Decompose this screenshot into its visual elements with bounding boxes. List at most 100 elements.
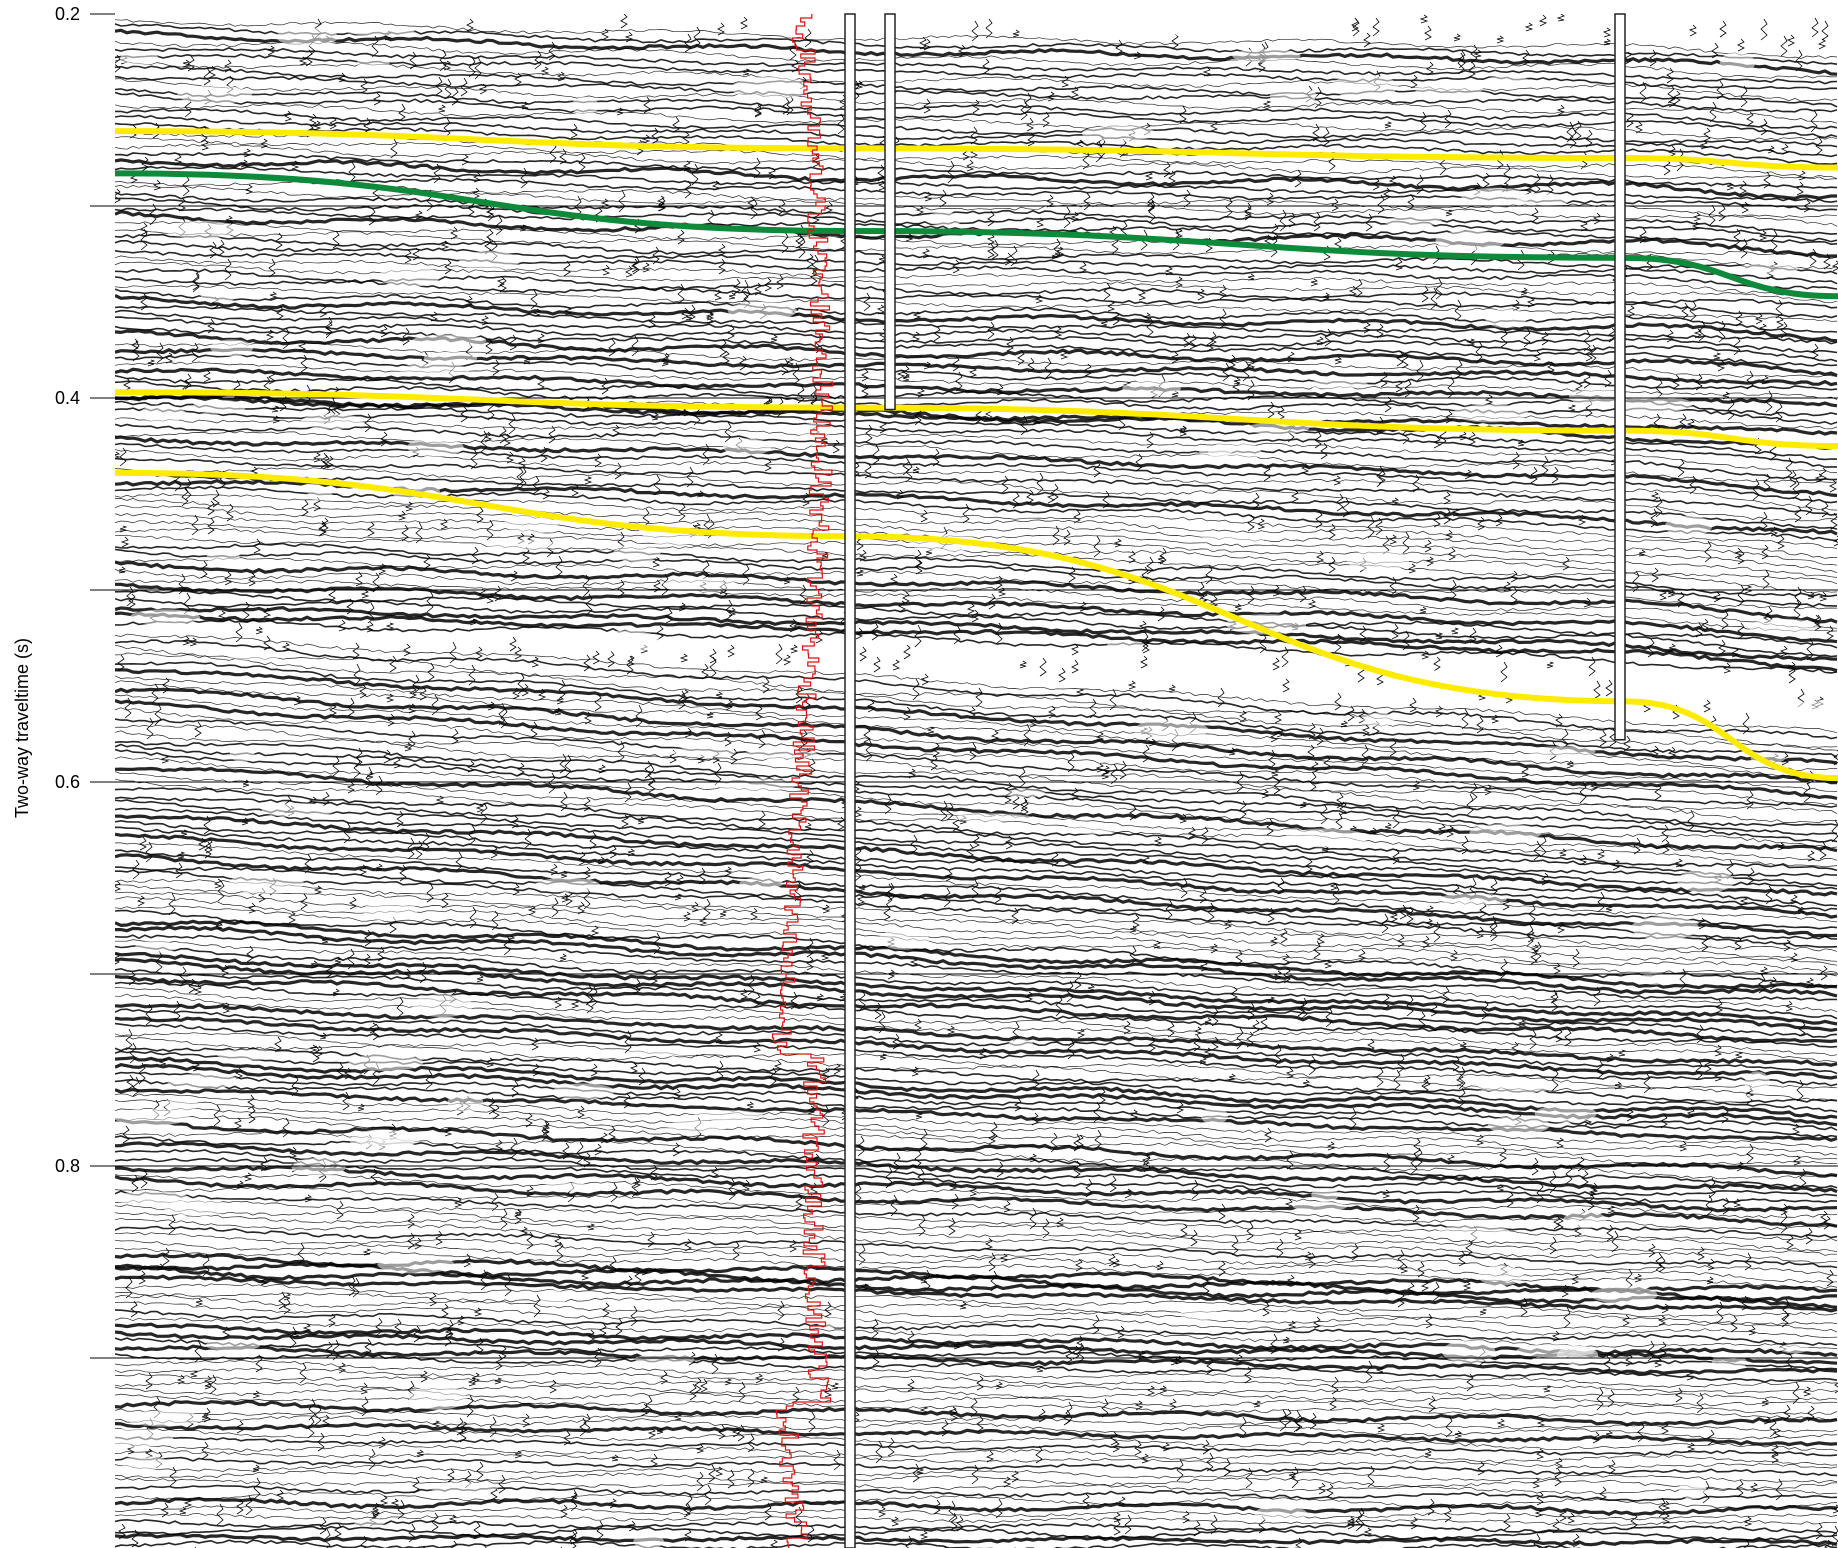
seismic-wiggle	[1524, 22, 1534, 32]
seismic-wiggle	[824, 201, 834, 214]
seismic-wiggle	[803, 693, 811, 709]
seismic-wiggle	[446, 1319, 454, 1340]
seismic-wiggle	[1376, 323, 1384, 339]
seismic-wiggle	[570, 1528, 578, 1545]
seismic-wiggle	[1417, 1261, 1425, 1278]
seismic-wiggle	[1329, 1396, 1337, 1411]
seismic-wiggle	[943, 887, 951, 908]
seismic-wiggle	[1662, 1513, 1671, 1525]
seismic-wiggle	[832, 439, 840, 454]
seismic-wiggle	[911, 331, 921, 343]
seismic-wiggle	[1747, 1325, 1757, 1336]
seismic-wiggle	[1068, 566, 1076, 583]
seismic-wiggle	[727, 644, 735, 658]
seismic-wiggle	[944, 870, 954, 882]
seismic-wiggle	[1810, 109, 1818, 133]
seismic-wiggle	[1667, 84, 1675, 104]
seismic-wiggle	[490, 1486, 498, 1501]
seismic-reflector	[115, 582, 1838, 644]
seismic-wiggle	[499, 1345, 507, 1361]
seismic-wiggle	[1739, 896, 1749, 906]
seismic-wiggle	[1190, 1229, 1198, 1247]
seismic-wiggle	[1174, 228, 1184, 239]
seismic-wiggle	[608, 1498, 618, 1509]
seismic-wiggle	[1552, 1518, 1560, 1534]
seismic-wiggle	[920, 509, 928, 523]
seismic-wiggle	[920, 673, 929, 686]
seismic-wiggle	[203, 1407, 211, 1423]
seismic-wiggle	[495, 1139, 503, 1153]
seismic-low-amplitude-patch	[740, 750, 819, 760]
seismic-reflector	[115, 1165, 1838, 1213]
seismic-wiggle	[332, 230, 340, 249]
seismic-wiggle	[404, 501, 414, 512]
seismic-wiggle	[1308, 1252, 1316, 1269]
seismic-wiggle	[682, 160, 692, 172]
seismic-wiggle	[1275, 728, 1285, 738]
seismic-wiggle	[559, 753, 567, 774]
seismic-wiggle	[798, 236, 806, 259]
seismic-wiggle	[631, 1177, 639, 1198]
seismic-reflector	[115, 644, 1838, 749]
seismic-wiggle	[1530, 949, 1538, 965]
seismic-wiggle	[1206, 1452, 1214, 1472]
seismic-wiggle	[209, 1374, 217, 1395]
seismic-wiggle	[1820, 965, 1828, 981]
seismic-wiggle	[486, 519, 494, 541]
seismic-wiggle	[1490, 920, 1498, 942]
seismic-wiggle	[1425, 556, 1435, 567]
seismic-wiggle	[1018, 766, 1026, 789]
y-axis-title-group: Two-way traveltime (s)	[12, 638, 32, 818]
seismic-wiggle	[799, 584, 807, 605]
seismic-wiggle	[1805, 495, 1813, 516]
seismic-reflector	[115, 1217, 1838, 1264]
seismic-wiggle	[146, 717, 154, 740]
seismic-wiggle	[1348, 285, 1358, 297]
seismic-low-amplitude-patch	[408, 1386, 467, 1410]
seismic-wiggle	[725, 599, 733, 621]
seismic-low-amplitude-patch	[200, 289, 237, 303]
seismic-reflector	[115, 560, 1838, 624]
seismic-wiggle	[322, 791, 330, 807]
seismic-wiggle	[472, 171, 482, 183]
seismic-wiggle	[867, 699, 875, 713]
seismic-wiggle	[1637, 1421, 1645, 1443]
seismic-wiggle	[1235, 949, 1243, 966]
seismic-wiggle	[1452, 1055, 1460, 1072]
seismic-wiggle	[1605, 1053, 1615, 1063]
seismic-wiggle	[1323, 959, 1333, 969]
seismic-wiggle	[1570, 1274, 1580, 1285]
seismic-wiggle	[1288, 1471, 1297, 1480]
seismic-low-amplitude-patch	[1477, 1080, 1554, 1094]
seismic-wiggle	[289, 1326, 297, 1349]
seismic-wiggle	[556, 1241, 564, 1261]
seismic-reflector	[115, 136, 1838, 180]
seismic-wiggle	[1232, 380, 1240, 394]
seismic-wiggle	[1012, 1021, 1020, 1042]
seismic-wiggle	[802, 492, 810, 507]
seismic-low-amplitude-patch	[356, 57, 390, 70]
seismic-reflector	[115, 1505, 1838, 1521]
seismic-wiggle	[830, 1382, 840, 1390]
seismic-wiggle	[806, 849, 814, 865]
seismic-wiggle	[407, 703, 417, 714]
seismic-wiggle	[778, 199, 786, 215]
seismic-wiggle	[1533, 1533, 1541, 1548]
seismic-wiggle	[253, 1477, 261, 1500]
seismic-wiggle	[702, 559, 710, 580]
seismic-reflector	[115, 1148, 1838, 1197]
seismic-wiggle	[1234, 603, 1243, 612]
seismic-wiggle	[1176, 1458, 1184, 1482]
well-log-trace	[771, 14, 834, 1548]
seismic-wiggle	[1458, 50, 1466, 69]
seismic-wiggle	[871, 621, 879, 641]
seismic-wiggle	[1274, 1043, 1282, 1067]
seismic-low-amplitude-patch	[534, 877, 600, 893]
seismic-wiggle	[1770, 1451, 1779, 1464]
seismic-wiggle	[1302, 1079, 1311, 1088]
seismic-wiggle	[1445, 1415, 1453, 1438]
seismic-wiggle	[1203, 1047, 1213, 1057]
seismic-wiggle	[752, 1042, 762, 1053]
seismic-reflector	[115, 1484, 1838, 1502]
seismic-wiggle	[578, 153, 586, 173]
